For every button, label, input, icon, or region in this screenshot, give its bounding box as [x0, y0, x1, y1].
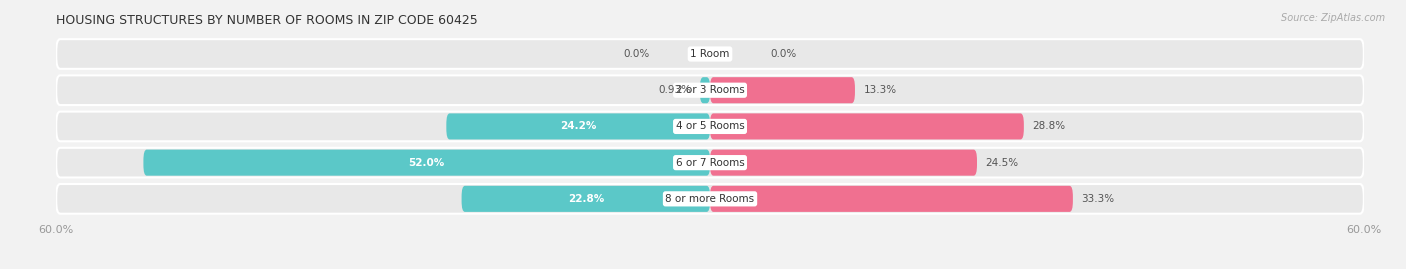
Text: 22.8%: 22.8%	[568, 194, 605, 204]
Text: 0.0%: 0.0%	[624, 49, 650, 59]
Text: 24.5%: 24.5%	[986, 158, 1019, 168]
Text: Source: ZipAtlas.com: Source: ZipAtlas.com	[1281, 13, 1385, 23]
Text: 1 Room: 1 Room	[690, 49, 730, 59]
Text: HOUSING STRUCTURES BY NUMBER OF ROOMS IN ZIP CODE 60425: HOUSING STRUCTURES BY NUMBER OF ROOMS IN…	[56, 14, 478, 27]
FancyBboxPatch shape	[56, 39, 1364, 69]
FancyBboxPatch shape	[710, 114, 1024, 139]
Text: 28.8%: 28.8%	[1032, 121, 1066, 132]
FancyBboxPatch shape	[56, 75, 1364, 105]
FancyBboxPatch shape	[143, 150, 710, 176]
Text: 2 or 3 Rooms: 2 or 3 Rooms	[676, 85, 744, 95]
FancyBboxPatch shape	[710, 186, 1073, 212]
Text: 24.2%: 24.2%	[560, 121, 596, 132]
Text: 33.3%: 33.3%	[1081, 194, 1115, 204]
FancyBboxPatch shape	[56, 184, 1364, 214]
Text: 6 or 7 Rooms: 6 or 7 Rooms	[676, 158, 744, 168]
Text: 0.0%: 0.0%	[770, 49, 796, 59]
FancyBboxPatch shape	[710, 77, 855, 103]
FancyBboxPatch shape	[700, 77, 710, 103]
FancyBboxPatch shape	[56, 112, 1364, 141]
FancyBboxPatch shape	[446, 114, 710, 139]
Text: 13.3%: 13.3%	[863, 85, 897, 95]
Text: 52.0%: 52.0%	[409, 158, 444, 168]
Text: 8 or more Rooms: 8 or more Rooms	[665, 194, 755, 204]
Text: 4 or 5 Rooms: 4 or 5 Rooms	[676, 121, 744, 132]
FancyBboxPatch shape	[461, 186, 710, 212]
FancyBboxPatch shape	[56, 148, 1364, 178]
FancyBboxPatch shape	[710, 150, 977, 176]
Text: 0.93%: 0.93%	[658, 85, 692, 95]
